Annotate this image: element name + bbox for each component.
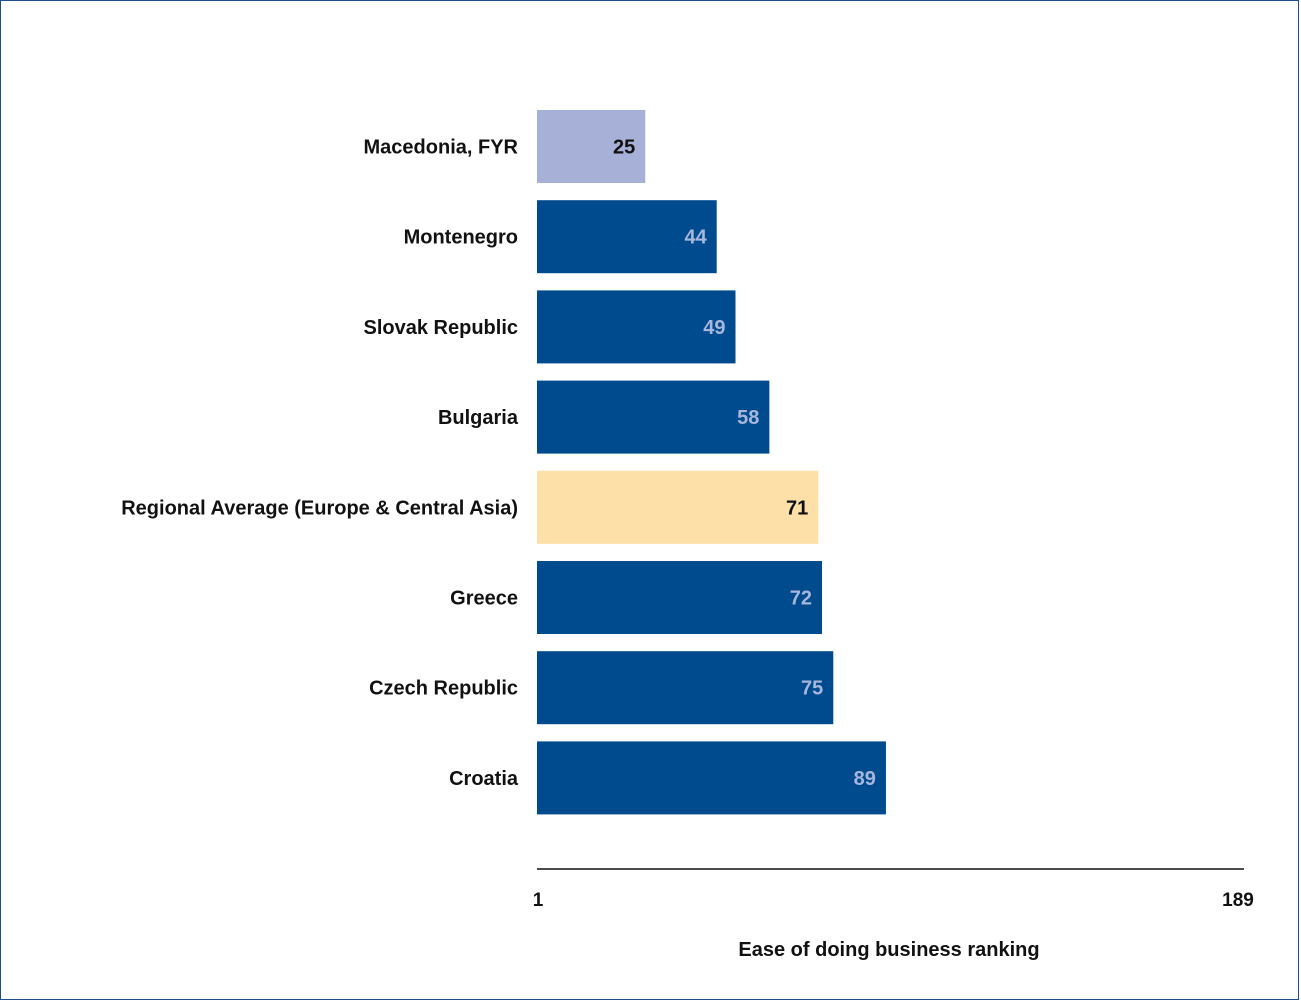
category-label-greece: Greece <box>450 588 518 610</box>
bar-slovak-republic <box>537 290 736 364</box>
bar-macedonia-fyr <box>537 110 646 183</box>
value-label-bulgaria: 58 <box>737 407 759 429</box>
category-label-croatia: Croatia <box>449 768 519 790</box>
category-label-montenegro: Montenegro <box>404 227 518 249</box>
category-labels-group: Macedonia, FYR Montenegro Slovak Republic B… <box>121 137 519 790</box>
category-label-czech-republic: Czech Republic <box>369 678 518 700</box>
category-label-macedonia-fyr: Macedonia, FYR <box>364 137 519 159</box>
value-label-croatia: 89 <box>854 768 876 790</box>
bar-bulgaria <box>537 380 770 454</box>
bar-czech-republic <box>537 651 834 725</box>
bar-regional-average-europe-central-asia <box>537 470 819 544</box>
bar-greece <box>537 561 823 634</box>
value-label-greece: 72 <box>790 588 812 610</box>
value-label-regional-average-europe-central-asia: 71 <box>786 497 808 519</box>
bars-group <box>537 110 886 815</box>
x-axis-title: Ease of doing business ranking <box>738 939 1039 961</box>
value-label-czech-republic: 75 <box>801 678 823 700</box>
x-tick-label-max: 189 <box>1222 890 1254 911</box>
value-label-montenegro: 44 <box>684 227 707 249</box>
value-label-slovak-republic: 49 <box>703 317 725 339</box>
category-label-bulgaria: Bulgaria <box>438 407 519 429</box>
x-tick-label-min: 1 <box>533 890 544 911</box>
value-labels-group: 25 44 49 58 71 72 75 89 <box>613 137 876 790</box>
category-label-regional-average-europe-central-asia: Regional Average (Europe & Central Asia) <box>121 497 518 519</box>
bar-croatia <box>537 741 886 815</box>
category-label-slovak-republic: Slovak Republic <box>364 317 519 339</box>
value-label-macedonia-fyr: 25 <box>613 137 635 159</box>
bar-montenegro <box>537 200 717 274</box>
